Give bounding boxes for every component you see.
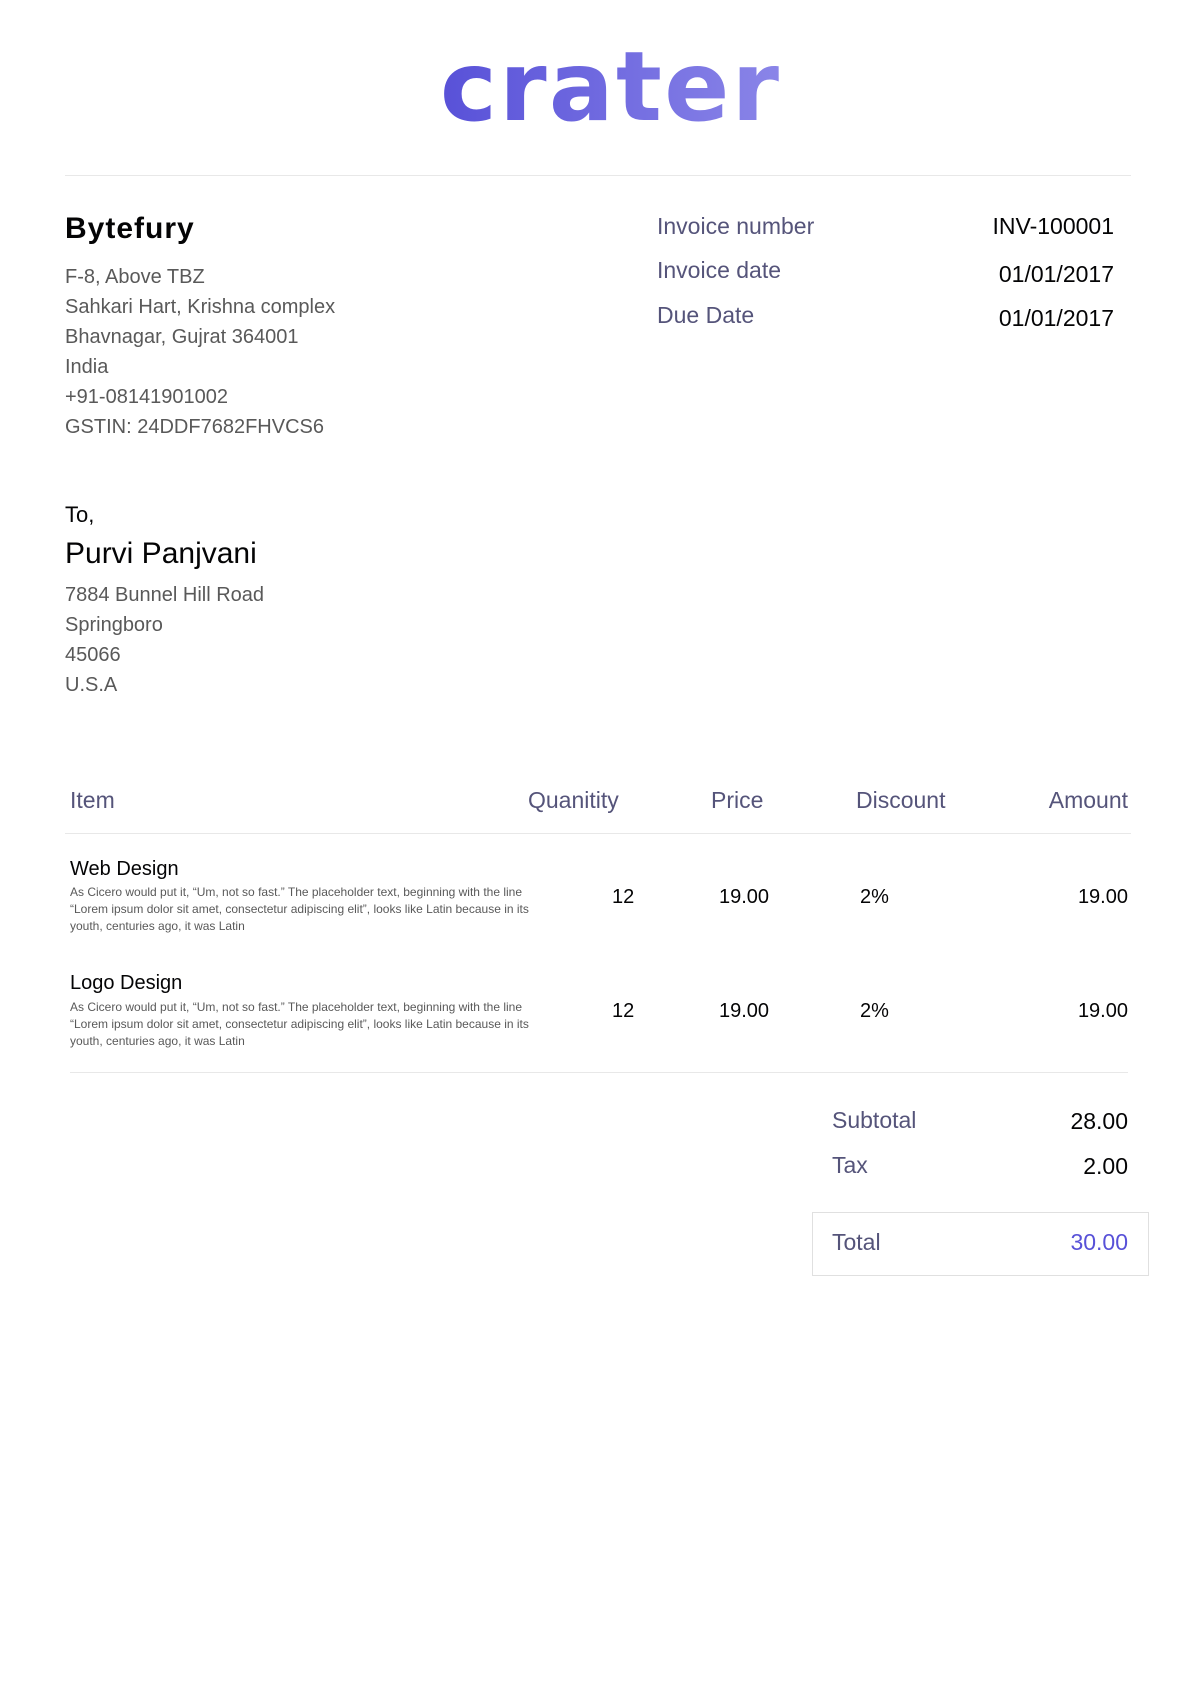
invoice-number-value: INV-100001 bbox=[992, 213, 1114, 239]
header-divider bbox=[65, 175, 1131, 176]
address-line: Springboro bbox=[65, 614, 163, 636]
header-item: Item bbox=[70, 787, 115, 813]
subtotal-value: 28.00 bbox=[1070, 1108, 1128, 1134]
address-line: Bhavnagar, Gujrat 364001 bbox=[65, 326, 299, 348]
item-price: 19.00 bbox=[719, 1000, 770, 1022]
address-line: India bbox=[65, 356, 109, 378]
header-discount: Discount bbox=[856, 787, 946, 813]
item-description: As Cicero would put it, “Um, not so fast… bbox=[70, 1000, 529, 1048]
customer-address: 7884 Bunnel Hill Road Springboro 45066 U… bbox=[65, 580, 264, 700]
item-description: As Cicero would put it, “Um, not so fast… bbox=[70, 885, 529, 933]
invoice-date-label: Invoice date bbox=[657, 257, 782, 283]
gstin: GSTIN: 24DDF7682FHVCS6 bbox=[65, 416, 324, 438]
invoice-date-value: 01/01/2017 bbox=[998, 261, 1114, 287]
item-quantity: 12 bbox=[612, 1000, 635, 1022]
to-label: To, bbox=[65, 502, 95, 527]
invoice-number-label: Invoice number bbox=[657, 213, 815, 239]
item-discount: 2% bbox=[860, 886, 889, 908]
tax-label: Tax bbox=[832, 1152, 868, 1178]
header-price: Price bbox=[711, 787, 764, 813]
address-line: F-8, Above TBZ bbox=[65, 266, 205, 288]
item-amount: 19.00 bbox=[1077, 886, 1128, 908]
header-quantity: Quanitity bbox=[528, 787, 619, 813]
customer-name: Purvi Panjvani bbox=[65, 537, 257, 570]
total-value: 30.00 bbox=[1070, 1229, 1128, 1255]
crater-logo: crater bbox=[440, 40, 780, 130]
company-address: F-8, Above TBZ Sahkari Hart, Krishna com… bbox=[65, 262, 335, 442]
item-discount: 2% bbox=[860, 1000, 889, 1022]
phone: +91-08141901002 bbox=[65, 386, 228, 408]
address-line: 45066 bbox=[65, 644, 121, 666]
item-quantity: 12 bbox=[612, 886, 635, 908]
item-price: 19.00 bbox=[719, 886, 770, 908]
total-box bbox=[812, 1212, 1149, 1276]
address-line: U.S.A bbox=[65, 674, 118, 696]
tax-value: 2.00 bbox=[1083, 1153, 1128, 1179]
header-amount: Amount bbox=[1048, 787, 1128, 813]
table-bottom-divider bbox=[70, 1072, 1128, 1073]
due-date-value: 01/01/2017 bbox=[998, 305, 1114, 331]
total-label: Total bbox=[832, 1229, 881, 1255]
item-amount: 19.00 bbox=[1077, 1000, 1128, 1022]
due-date-label: Due Date bbox=[657, 302, 755, 328]
table-header-divider bbox=[65, 833, 1131, 834]
item-name: Web Design bbox=[70, 858, 179, 880]
svg-text:crater: crater bbox=[440, 40, 780, 130]
address-line: 7884 Bunnel Hill Road bbox=[65, 584, 265, 606]
address-line: Sahkari Hart, Krishna complex bbox=[65, 296, 336, 318]
item-name: Logo Design bbox=[70, 972, 183, 994]
company-name: Bytefury bbox=[65, 212, 195, 245]
subtotal-label: Subtotal bbox=[832, 1107, 917, 1133]
